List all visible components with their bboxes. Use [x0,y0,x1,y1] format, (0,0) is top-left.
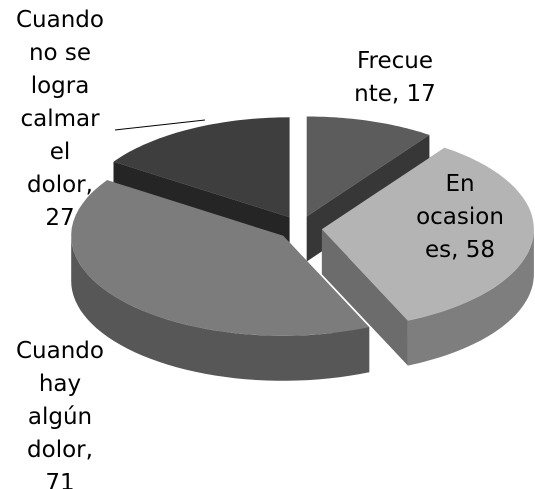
slice [113,117,290,218]
slice-side [321,229,408,366]
slice-wall [71,235,370,381]
data-label: Cuando no se logra calmar el dolor, 27 [16,7,104,231]
leader-line [114,119,206,131]
slice [306,116,430,217]
slice [71,180,370,336]
data-label: Cuando hay algún dolor, 71 [16,338,104,489]
data-label: En ocasion es, 58 [416,171,504,263]
slice [321,147,534,321]
data-label: Frecue nte, 17 [354,48,436,107]
slice-wall [407,229,534,366]
